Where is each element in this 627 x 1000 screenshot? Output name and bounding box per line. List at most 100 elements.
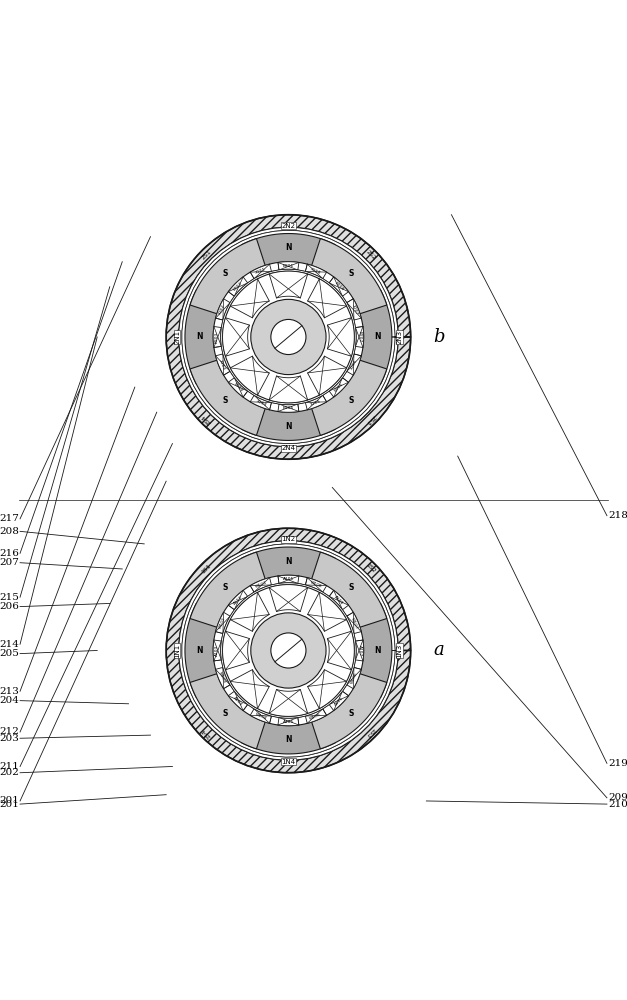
Polygon shape: [305, 264, 327, 279]
Text: W105: W105: [309, 712, 322, 721]
Text: A101: A101: [283, 577, 294, 581]
Text: 1S1: 1S1: [201, 563, 213, 574]
Polygon shape: [356, 604, 392, 697]
Text: a: a: [433, 641, 445, 659]
Polygon shape: [327, 631, 354, 670]
Text: 217: 217: [0, 514, 19, 523]
Text: X207: X207: [350, 304, 359, 316]
Text: X208: X208: [310, 267, 322, 275]
Polygon shape: [312, 360, 387, 435]
Polygon shape: [182, 230, 395, 444]
Polygon shape: [347, 299, 361, 320]
Polygon shape: [356, 290, 392, 384]
Text: N: N: [285, 422, 292, 431]
Polygon shape: [308, 670, 347, 709]
Polygon shape: [269, 271, 308, 298]
Text: B201: B201: [283, 264, 294, 268]
Text: B204: B204: [233, 382, 243, 393]
Polygon shape: [347, 667, 361, 689]
Polygon shape: [305, 709, 327, 723]
Polygon shape: [185, 604, 221, 697]
Polygon shape: [190, 552, 265, 627]
Text: 1N4: 1N4: [282, 759, 295, 765]
Polygon shape: [312, 239, 387, 314]
Text: 212: 212: [0, 727, 19, 736]
Text: N: N: [285, 557, 292, 566]
Polygon shape: [241, 547, 335, 583]
Polygon shape: [305, 395, 327, 410]
Polygon shape: [230, 592, 269, 631]
Text: 215: 215: [0, 593, 19, 602]
Polygon shape: [216, 299, 230, 320]
Text: A108: A108: [334, 595, 344, 605]
Text: 216: 216: [0, 549, 19, 558]
Text: S: S: [223, 396, 228, 405]
Text: 205: 205: [0, 649, 19, 658]
Polygon shape: [278, 262, 299, 270]
Text: B207: B207: [358, 331, 362, 343]
Text: 2S1: 2S1: [201, 249, 213, 261]
Text: 1N2: 1N2: [282, 536, 295, 542]
Polygon shape: [269, 376, 308, 403]
Text: W102: W102: [218, 617, 226, 630]
Polygon shape: [241, 404, 335, 440]
Polygon shape: [347, 612, 361, 634]
Polygon shape: [223, 631, 250, 670]
Polygon shape: [269, 689, 308, 716]
Polygon shape: [278, 575, 299, 583]
Text: X202: X202: [218, 304, 226, 316]
Text: W107: W107: [350, 617, 359, 630]
Text: N: N: [374, 332, 381, 341]
Text: S: S: [349, 709, 354, 718]
Polygon shape: [241, 234, 335, 270]
Text: X205: X205: [310, 399, 322, 407]
Text: S: S: [223, 269, 228, 278]
Polygon shape: [223, 318, 250, 356]
Text: 203: 203: [0, 734, 19, 743]
Polygon shape: [356, 327, 364, 347]
Polygon shape: [230, 356, 269, 395]
Polygon shape: [228, 277, 248, 296]
Text: N: N: [196, 646, 203, 655]
Polygon shape: [250, 709, 271, 723]
Text: N: N: [285, 735, 292, 744]
Text: 218: 218: [608, 511, 627, 520]
Polygon shape: [166, 215, 411, 459]
Text: 1S3: 1S3: [364, 727, 376, 738]
Text: 207: 207: [0, 558, 19, 567]
Text: X204: X204: [255, 399, 267, 407]
Text: 2N2: 2N2: [282, 223, 295, 229]
Circle shape: [223, 271, 354, 403]
Polygon shape: [166, 528, 411, 773]
Polygon shape: [228, 590, 248, 610]
Polygon shape: [190, 674, 265, 749]
Circle shape: [223, 585, 354, 716]
Text: 2S4: 2S4: [201, 413, 213, 425]
Text: X203: X203: [218, 358, 226, 370]
Polygon shape: [213, 640, 221, 661]
Polygon shape: [230, 670, 269, 709]
Circle shape: [271, 319, 306, 355]
Polygon shape: [278, 404, 299, 412]
Circle shape: [221, 583, 356, 718]
Polygon shape: [228, 378, 248, 397]
Text: 1N3: 1N3: [397, 643, 403, 658]
Polygon shape: [312, 674, 387, 749]
Polygon shape: [250, 578, 271, 592]
Polygon shape: [250, 264, 271, 279]
Polygon shape: [329, 691, 349, 711]
Polygon shape: [228, 691, 248, 711]
Text: 208: 208: [0, 527, 19, 536]
Polygon shape: [179, 227, 398, 447]
Circle shape: [251, 299, 326, 375]
Polygon shape: [190, 360, 265, 435]
Polygon shape: [312, 552, 387, 627]
Polygon shape: [250, 395, 271, 410]
Text: W104: W104: [255, 712, 268, 721]
Text: 201: 201: [0, 796, 19, 805]
Text: X201: X201: [255, 267, 267, 275]
Text: 1S4: 1S4: [201, 727, 213, 738]
Polygon shape: [347, 354, 361, 375]
Polygon shape: [241, 718, 335, 754]
Text: S: S: [223, 709, 228, 718]
